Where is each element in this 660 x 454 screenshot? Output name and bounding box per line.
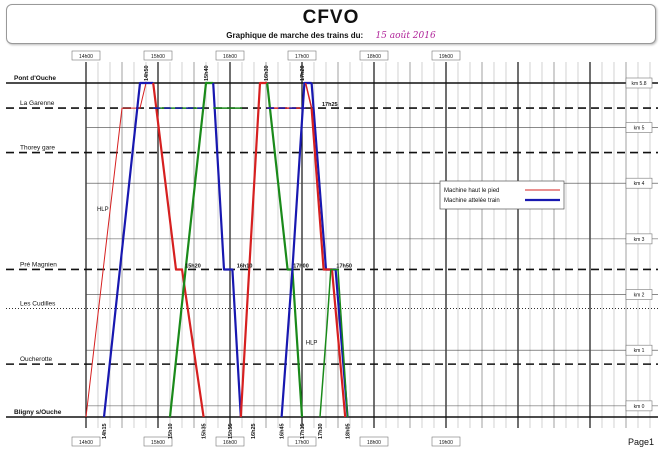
time-tick-top: 18h00 (367, 54, 381, 60)
train-path (304, 82, 313, 109)
time-tick-bottom-box (359, 436, 389, 447)
subtitle: Graphique de marche des trains du: 15 ao… (7, 31, 655, 41)
station-label: Pont d'Ouche (14, 75, 56, 82)
time-tick-bottom: 16h00 (223, 440, 237, 446)
time-annotation: 18h05 (346, 423, 352, 439)
time-tick-top: 17h00 (295, 54, 309, 60)
time-tick-bottom-box (431, 436, 461, 447)
hlp-note: HLP (97, 207, 109, 213)
hlp-note: HLP (306, 341, 318, 347)
station-label: Les Cudilles (20, 300, 56, 307)
time-tick-bottom-box (71, 436, 101, 447)
time-annotation: 15h40 (204, 65, 210, 81)
time-annotation: 15h20 (185, 263, 201, 269)
time-annotation: 16h10 (237, 263, 253, 269)
time-annotation: 17h30 (318, 423, 324, 439)
km-label: km 5.8 (631, 81, 646, 87)
train-path (310, 108, 347, 418)
km-box (625, 233, 653, 245)
time-annotation: 17h15 (300, 423, 306, 439)
time-tick-bottom: 14h00 (79, 440, 93, 446)
train-path (266, 82, 304, 418)
time-tick-bottom: 17h00 (295, 440, 309, 446)
km-label: km 3 (634, 237, 645, 243)
legend-box (439, 180, 565, 210)
km-box (625, 400, 653, 412)
time-tick-top-box (71, 50, 101, 61)
time-annotation: 17h50 (336, 263, 352, 269)
train-path (212, 82, 242, 418)
km-box (625, 77, 653, 89)
km-label: km 2 (634, 293, 645, 299)
station-label: Bligny s/Ouche (14, 409, 62, 416)
legend-label: Machine haut le pied (444, 188, 499, 194)
time-tick-top: 19h00 (439, 54, 453, 60)
time-tick-top-box (215, 50, 245, 61)
time-tick-top-box (359, 50, 389, 61)
station-label: Thorey gare (20, 145, 55, 152)
time-annotation: 16h30 (264, 65, 270, 81)
time-tick-bottom-box (143, 436, 173, 447)
time-tick-bottom-box (215, 436, 245, 447)
time-tick-bottom: 15h00 (151, 440, 165, 446)
train-path (168, 81, 214, 418)
km-box (625, 344, 653, 356)
km-label: km 5 (634, 126, 645, 132)
header-panel: CFVO Graphique de marche des trains du: … (6, 4, 656, 44)
train-path (152, 82, 205, 418)
train-path (239, 81, 268, 418)
time-tick-top: 14h00 (79, 54, 93, 60)
time-tick-bottom-box (287, 436, 317, 447)
train-path (280, 81, 312, 418)
time-tick-top-box (287, 50, 317, 61)
station-label: La Garenne (20, 100, 55, 107)
time-annotation: 15h10 (168, 423, 174, 439)
time-tick-top: 15h00 (151, 54, 165, 60)
time-annotation: 14h15 (102, 423, 108, 439)
time-tick-top-box (431, 50, 461, 61)
subtitle-text: Graphique de marche des trains du: (226, 31, 364, 40)
station-label: Oucherotte (20, 356, 53, 363)
train-path (319, 268, 349, 418)
km-label: km 0 (634, 404, 645, 410)
km-box (625, 122, 653, 133)
km-label: km 4 (634, 181, 645, 187)
time-annotation: 17h20 (300, 65, 306, 81)
km-label: km 1 (634, 348, 645, 354)
km-box (625, 177, 653, 189)
time-tick-bottom: 19h00 (439, 440, 453, 446)
station-label: Pré Magnien (20, 261, 57, 268)
time-annotation: 17h00 (293, 263, 309, 269)
page-number: Page1 (627, 437, 654, 447)
time-tick-top-box (143, 50, 173, 61)
time-annotation: 14h50 (144, 65, 150, 81)
time-annotation: 17h25 (322, 102, 338, 108)
km-box (625, 289, 653, 300)
time-annotation: 15h35 (202, 423, 208, 439)
time-annotation: 15h55 (228, 423, 234, 439)
train-path (85, 82, 154, 418)
train-path (310, 82, 349, 418)
time-annotation: 16h45 (280, 423, 286, 439)
page-title: CFVO (302, 7, 360, 28)
subtitle-date: 15 août 2016 (375, 31, 436, 41)
time-tick-bottom: 18h00 (367, 440, 381, 446)
time-tick-top: 16h00 (223, 54, 237, 60)
train-path (102, 81, 154, 418)
time-annotation: 16h25 (251, 423, 257, 439)
legend-label: Machine attelée train (444, 198, 500, 204)
